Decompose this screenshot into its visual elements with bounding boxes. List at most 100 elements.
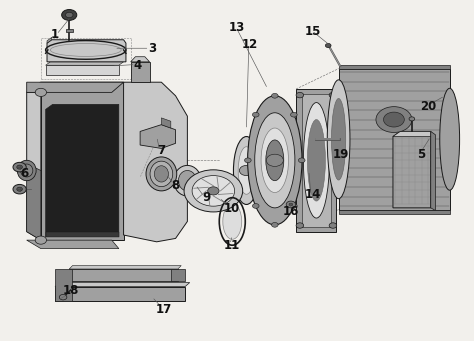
Polygon shape (131, 62, 150, 82)
Circle shape (239, 165, 254, 176)
Text: 6: 6 (20, 167, 28, 180)
Polygon shape (393, 131, 431, 136)
Polygon shape (124, 82, 187, 242)
Bar (338, 210, 450, 213)
Circle shape (272, 222, 278, 227)
Ellipse shape (178, 170, 196, 191)
Text: 7: 7 (157, 144, 165, 157)
Ellipse shape (331, 99, 346, 180)
Polygon shape (55, 283, 190, 287)
Polygon shape (69, 269, 178, 281)
Text: 10: 10 (224, 202, 240, 215)
Text: 12: 12 (242, 38, 258, 51)
Polygon shape (46, 232, 119, 237)
Polygon shape (46, 62, 124, 65)
Ellipse shape (150, 161, 173, 187)
Circle shape (17, 165, 22, 169)
Circle shape (13, 184, 26, 194)
Circle shape (289, 203, 293, 206)
Circle shape (299, 158, 305, 163)
Polygon shape (131, 57, 150, 62)
Text: 8: 8 (172, 179, 180, 192)
Polygon shape (338, 69, 450, 210)
Text: 13: 13 (229, 21, 245, 34)
Polygon shape (69, 266, 181, 269)
Polygon shape (393, 131, 431, 208)
Circle shape (325, 44, 331, 47)
Circle shape (266, 154, 283, 166)
Circle shape (296, 223, 304, 228)
Circle shape (291, 112, 297, 117)
Circle shape (296, 92, 304, 98)
Text: 16: 16 (283, 205, 300, 219)
Polygon shape (27, 240, 119, 249)
Polygon shape (47, 38, 52, 43)
Ellipse shape (255, 113, 295, 208)
Circle shape (253, 112, 259, 117)
Text: 9: 9 (202, 191, 210, 204)
Polygon shape (161, 118, 171, 128)
Circle shape (208, 187, 219, 195)
Polygon shape (27, 164, 41, 240)
Text: 19: 19 (333, 148, 349, 161)
Polygon shape (27, 82, 124, 92)
Circle shape (409, 117, 415, 121)
Circle shape (62, 10, 77, 20)
Text: 11: 11 (223, 239, 239, 252)
Polygon shape (47, 40, 126, 62)
Text: 18: 18 (63, 284, 79, 297)
Polygon shape (171, 269, 185, 281)
Text: 1: 1 (51, 28, 59, 41)
Circle shape (13, 162, 26, 172)
Ellipse shape (223, 204, 242, 239)
Circle shape (65, 12, 73, 18)
Bar (66, 29, 73, 32)
Ellipse shape (327, 80, 350, 199)
Circle shape (291, 204, 297, 208)
Ellipse shape (173, 165, 201, 196)
Polygon shape (302, 94, 330, 226)
Circle shape (245, 158, 251, 163)
Circle shape (35, 236, 46, 244)
Polygon shape (140, 125, 175, 148)
Circle shape (272, 93, 278, 98)
Ellipse shape (20, 164, 33, 177)
Ellipse shape (17, 160, 36, 181)
Circle shape (59, 295, 67, 300)
Circle shape (286, 201, 296, 208)
Bar (338, 64, 450, 69)
Ellipse shape (247, 96, 302, 225)
Ellipse shape (155, 166, 168, 182)
Text: 5: 5 (417, 148, 426, 161)
Circle shape (192, 176, 235, 206)
Text: 15: 15 (304, 25, 321, 38)
Circle shape (383, 112, 404, 127)
Polygon shape (55, 269, 72, 301)
Circle shape (35, 88, 46, 97)
Circle shape (17, 187, 22, 191)
Text: 20: 20 (420, 100, 437, 113)
Circle shape (184, 170, 243, 212)
Text: 4: 4 (134, 59, 142, 72)
Ellipse shape (238, 147, 255, 194)
Circle shape (376, 107, 412, 132)
Circle shape (253, 204, 259, 208)
Text: 17: 17 (155, 302, 172, 315)
Text: 14: 14 (304, 188, 321, 201)
Polygon shape (41, 82, 124, 240)
Ellipse shape (261, 128, 289, 193)
Polygon shape (46, 65, 119, 75)
Ellipse shape (234, 136, 259, 205)
Circle shape (329, 92, 337, 98)
Polygon shape (46, 104, 119, 237)
Ellipse shape (303, 103, 329, 218)
Ellipse shape (440, 88, 460, 190)
Polygon shape (27, 82, 124, 92)
Polygon shape (296, 89, 336, 232)
Polygon shape (55, 287, 185, 301)
Polygon shape (27, 82, 41, 240)
Polygon shape (431, 131, 436, 211)
Text: 3: 3 (148, 42, 156, 56)
Circle shape (329, 223, 337, 228)
Ellipse shape (146, 157, 177, 191)
